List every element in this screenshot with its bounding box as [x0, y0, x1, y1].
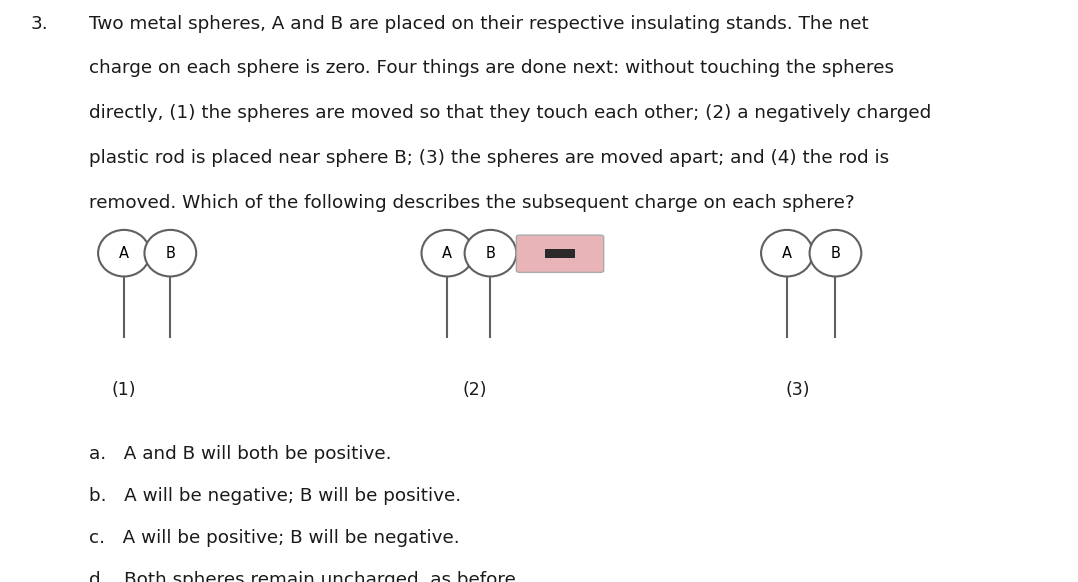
Text: plastic rod is placed near sphere B; (3) the spheres are moved apart; and (4) th: plastic rod is placed near sphere B; (3)… — [89, 149, 889, 167]
Text: Two metal spheres, A and B are placed on their respective insulating stands. The: Two metal spheres, A and B are placed on… — [89, 15, 869, 33]
Text: (2): (2) — [462, 381, 486, 399]
Ellipse shape — [421, 230, 473, 276]
Text: B: B — [830, 246, 841, 261]
Text: removed. Which of the following describes the subsequent charge on each sphere?: removed. Which of the following describe… — [89, 194, 855, 212]
Text: c.   A will be positive; B will be negative.: c. A will be positive; B will be negativ… — [89, 529, 460, 547]
Text: 3.: 3. — [30, 15, 47, 33]
Text: (1): (1) — [112, 381, 136, 399]
Ellipse shape — [144, 230, 196, 276]
Text: A: A — [782, 246, 792, 261]
Text: d.   Both spheres remain uncharged, as before.: d. Both spheres remain uncharged, as bef… — [89, 571, 522, 582]
FancyBboxPatch shape — [516, 235, 604, 272]
Ellipse shape — [465, 230, 516, 276]
Ellipse shape — [761, 230, 813, 276]
Text: B: B — [165, 246, 176, 261]
Text: A: A — [442, 246, 453, 261]
Ellipse shape — [810, 230, 861, 276]
Text: B: B — [485, 246, 496, 261]
Text: a.   A and B will both be positive.: a. A and B will both be positive. — [89, 445, 392, 463]
Text: charge on each sphere is zero. Four things are done next: without touching the s: charge on each sphere is zero. Four thin… — [89, 59, 895, 77]
Text: directly, (1) the spheres are moved so that they touch each other; (2) a negativ: directly, (1) the spheres are moved so t… — [89, 104, 931, 122]
Text: A: A — [119, 246, 129, 261]
Ellipse shape — [98, 230, 150, 276]
Bar — [544, 249, 576, 258]
Text: (3): (3) — [786, 381, 810, 399]
Text: b.   A will be negative; B will be positive.: b. A will be negative; B will be positiv… — [89, 487, 461, 505]
